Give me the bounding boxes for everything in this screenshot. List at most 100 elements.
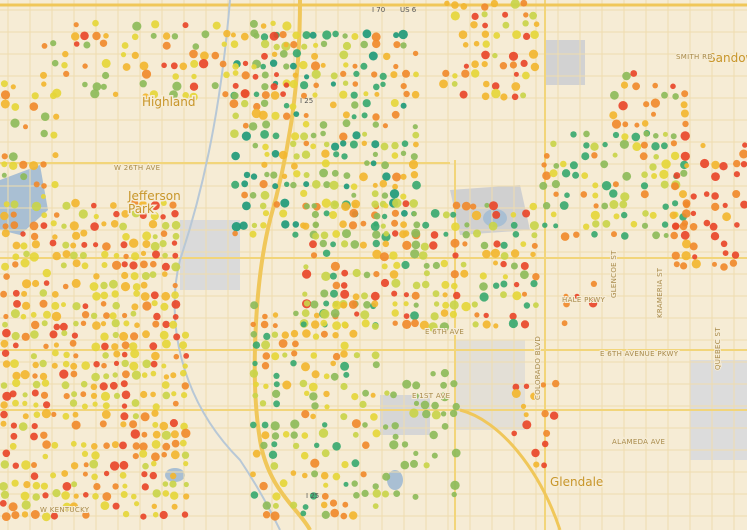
dot — [672, 200, 679, 207]
dot — [472, 321, 479, 328]
dot — [101, 342, 109, 351]
dot — [20, 491, 30, 501]
dot — [23, 124, 28, 130]
dot — [292, 340, 299, 348]
dot — [141, 372, 148, 378]
dot — [123, 320, 130, 327]
dot — [182, 363, 188, 369]
dot — [348, 300, 358, 309]
dot — [391, 290, 398, 297]
dot — [72, 411, 79, 418]
dot — [640, 141, 648, 149]
dot — [392, 230, 399, 237]
dot — [401, 441, 409, 448]
dot — [332, 300, 342, 310]
dot — [319, 239, 327, 248]
dot — [450, 238, 460, 248]
dot — [391, 309, 399, 317]
dot — [359, 400, 367, 408]
dot — [542, 202, 551, 210]
dot — [672, 93, 679, 100]
dot — [401, 210, 408, 217]
dot — [82, 303, 89, 310]
dot — [260, 63, 267, 70]
dot — [211, 82, 219, 90]
dot — [363, 91, 369, 97]
dot — [583, 223, 590, 230]
dot — [342, 80, 349, 86]
dot — [422, 221, 430, 229]
dot — [553, 191, 559, 197]
dot — [8, 152, 18, 162]
dot — [140, 292, 150, 301]
dot — [291, 350, 298, 357]
dot — [171, 291, 179, 299]
dot — [311, 470, 319, 478]
dot — [641, 171, 648, 178]
dot — [290, 431, 298, 439]
dot — [30, 330, 39, 339]
dot — [541, 409, 549, 418]
dot — [353, 70, 360, 77]
dot — [292, 31, 301, 40]
dot — [351, 419, 361, 429]
dot — [621, 232, 629, 240]
dot — [301, 410, 310, 419]
dot — [221, 41, 227, 47]
dot — [109, 312, 117, 320]
dot — [0, 500, 7, 507]
dot — [409, 199, 419, 208]
dot — [134, 501, 140, 507]
dot — [82, 81, 88, 88]
dot — [279, 50, 288, 58]
dot — [381, 161, 389, 170]
dot — [321, 449, 330, 458]
dot — [343, 183, 350, 190]
dot — [212, 21, 221, 30]
dot — [512, 231, 520, 238]
dot — [83, 462, 89, 468]
dot — [253, 91, 260, 98]
dot — [0, 420, 7, 427]
dot — [343, 62, 349, 68]
dot — [150, 360, 158, 368]
dot — [391, 209, 399, 217]
dot — [351, 459, 360, 468]
dot — [742, 142, 747, 148]
dot — [260, 222, 267, 229]
dot — [351, 114, 357, 120]
dot — [611, 231, 617, 238]
dot — [20, 258, 30, 268]
dot — [601, 181, 612, 191]
street-label: E 6TH AVE — [425, 328, 464, 336]
dot — [181, 382, 189, 390]
dot — [260, 23, 267, 29]
dot — [329, 272, 337, 280]
dot — [520, 92, 527, 99]
dot — [349, 208, 359, 218]
dot — [502, 21, 510, 29]
dot — [620, 192, 630, 202]
dot — [162, 252, 168, 259]
dot — [371, 351, 380, 360]
dot — [230, 40, 239, 48]
dot — [10, 309, 20, 319]
dot — [303, 172, 310, 178]
dot — [400, 150, 407, 156]
dot — [250, 491, 259, 499]
dot — [120, 241, 128, 249]
dot — [270, 20, 276, 26]
dot — [311, 402, 319, 410]
dot — [493, 323, 499, 329]
label-line: Park — [128, 202, 154, 216]
dot — [320, 309, 330, 319]
dot — [122, 510, 130, 518]
dot — [531, 232, 538, 239]
dot — [361, 319, 370, 328]
dot — [512, 30, 521, 39]
dot — [362, 131, 368, 137]
dot — [113, 210, 120, 218]
dot — [711, 192, 719, 200]
dot — [182, 22, 189, 29]
dot — [549, 411, 559, 420]
